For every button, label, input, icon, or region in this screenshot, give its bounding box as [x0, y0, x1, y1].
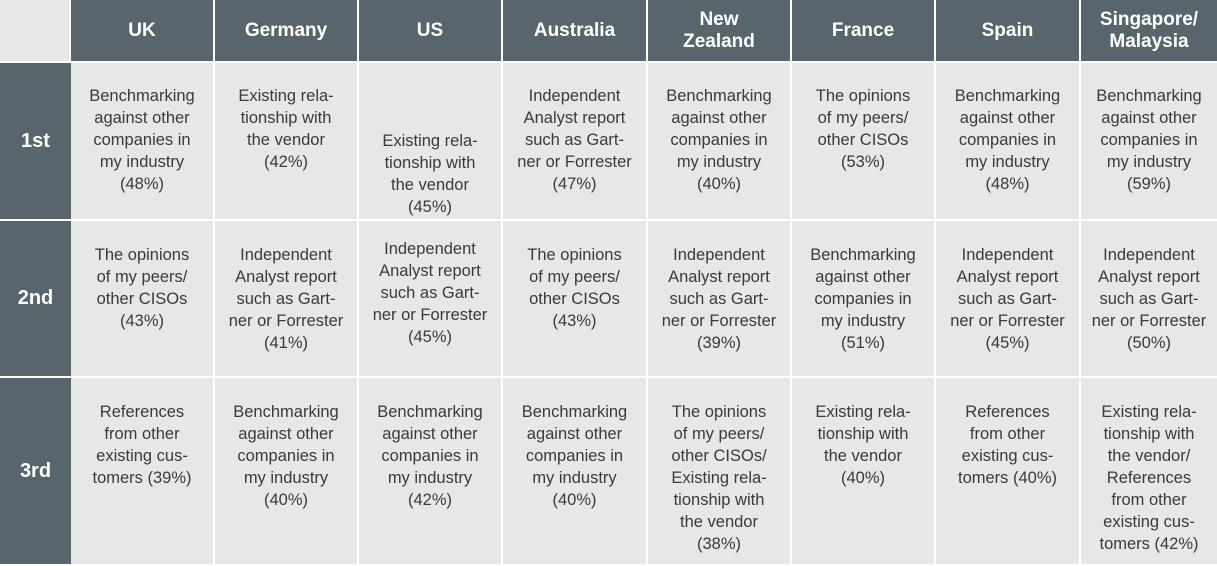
col-header-australia: Australia	[503, 0, 648, 63]
cell-2nd-germany: Independent Analyst report such as Gart-…	[215, 221, 359, 378]
row-header-1st: 1st	[0, 63, 71, 221]
cell-1st-australia: Independent Analyst report such as Gart-…	[503, 63, 648, 221]
cell-2nd-singapore-malaysia: Independent Analyst report such as Gart-…	[1081, 221, 1217, 378]
cell-1st-us: Existing rela- tionship with the vendor …	[359, 63, 503, 221]
cell-3rd-spain: References from other existing cus- tome…	[936, 378, 1081, 566]
col-header-germany: Germany	[215, 0, 359, 63]
table-corner	[0, 0, 71, 63]
cell-3rd-germany: Benchmarking against other companies in …	[215, 378, 359, 566]
cell-2nd-australia: The opinions of my peers/ other CISOs (4…	[503, 221, 648, 378]
cell-2nd-us: Independent Analyst report such as Gart-…	[359, 221, 503, 378]
cell-3rd-new-zealand: The opinions of my peers/ other CISOs/ E…	[648, 378, 792, 566]
cell-2nd-uk: The opinions of my peers/ other CISOs (4…	[71, 221, 215, 378]
cell-3rd-uk: References from other existing cus- tome…	[71, 378, 215, 566]
cell-2nd-france: Benchmarking against other companies in …	[792, 221, 936, 378]
cell-3rd-singapore-malaysia: Existing rela- tionship with the vendor/…	[1081, 378, 1217, 566]
cell-1st-singapore-malaysia: Benchmarking against other companies in …	[1081, 63, 1217, 221]
cell-3rd-france: Existing rela- tionship with the vendor …	[792, 378, 936, 566]
col-header-uk: UK	[71, 0, 215, 63]
col-header-new-zealand: New Zealand	[648, 0, 792, 63]
cell-3rd-us: Benchmarking against other companies in …	[359, 378, 503, 566]
cell-1st-spain: Benchmarking against other companies in …	[936, 63, 1081, 221]
cell-2nd-new-zealand: Independent Analyst report such as Gart-…	[648, 221, 792, 378]
cell-2nd-spain: Independent Analyst report such as Gart-…	[936, 221, 1081, 378]
col-header-singapore-malaysia: Singapore/ Malaysia	[1081, 0, 1217, 63]
col-header-france: France	[792, 0, 936, 63]
cell-3rd-australia: Benchmarking against other companies in …	[503, 378, 648, 566]
col-header-spain: Spain	[936, 0, 1081, 63]
cell-1st-uk: Benchmarking against other companies in …	[71, 63, 215, 221]
row-header-3rd: 3rd	[0, 378, 71, 566]
cell-1st-new-zealand: Benchmarking against other companies in …	[648, 63, 792, 221]
cell-1st-france: The opinions of my peers/ other CISOs (5…	[792, 63, 936, 221]
col-header-us: US	[359, 0, 503, 63]
cell-1st-germany: Existing rela- tionship with the vendor …	[215, 63, 359, 221]
row-header-2nd: 2nd	[0, 221, 71, 378]
